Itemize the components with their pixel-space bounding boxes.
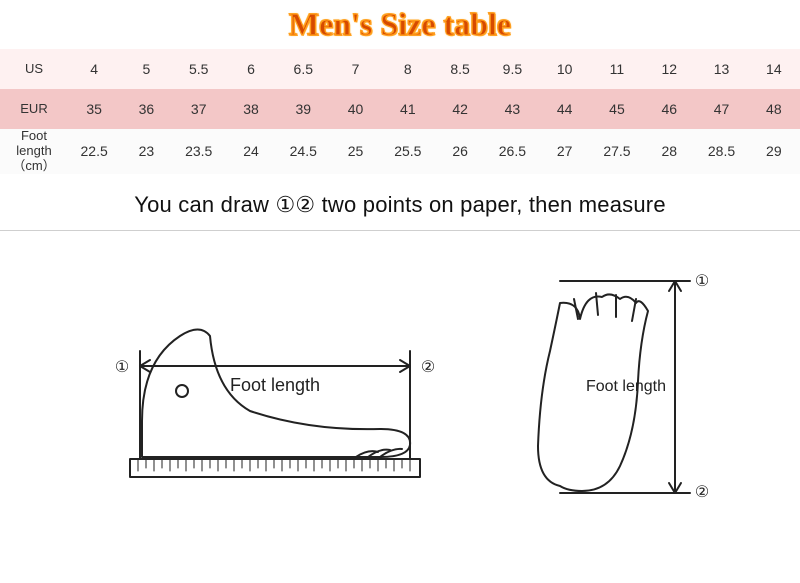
cell: 25: [329, 129, 381, 174]
cell: 38: [225, 89, 277, 129]
cell: 5.5: [173, 49, 225, 89]
size-table: US 4 5 5.5 6 6.5 7 8 8.5 9.5 10 11 12 13…: [0, 49, 800, 174]
marker-2: ②: [421, 359, 435, 376]
cell: 40: [329, 89, 381, 129]
foot-top-diagram: Foot length ① ②: [490, 241, 720, 511]
cell: 27.5: [591, 129, 643, 174]
page-title: Men's Size table: [285, 6, 515, 43]
cell: 42: [434, 89, 486, 129]
cell: 11: [591, 49, 643, 89]
table-row: US 4 5 5.5 6 6.5 7 8 8.5 9.5 10 11 12 13…: [0, 49, 800, 89]
cell: 48: [748, 89, 800, 129]
marker-1: ①: [115, 359, 129, 376]
cell: 24: [225, 129, 277, 174]
cell: 28: [643, 129, 695, 174]
cell: 43: [486, 89, 538, 129]
cell: 23.5: [173, 129, 225, 174]
cell: 27: [539, 129, 591, 174]
foot-length-label: Foot length: [230, 375, 320, 395]
cell: 44: [539, 89, 591, 129]
instruction-text: You can draw ①② two points on paper, the…: [0, 174, 800, 231]
cell: 26: [434, 129, 486, 174]
marker-2-top: ②: [695, 484, 709, 501]
cell: 41: [382, 89, 434, 129]
cell: 22.5: [68, 129, 120, 174]
foot-length-label-2: Foot length: [586, 378, 666, 395]
cell: 10: [539, 49, 591, 89]
row-label-eur: EUR: [0, 89, 68, 129]
cell: 36: [120, 89, 172, 129]
cell: 9.5: [486, 49, 538, 89]
cell: 5: [120, 49, 172, 89]
row-label-foot: Foot length （cm）: [0, 129, 68, 174]
cell: 13: [695, 49, 747, 89]
table-row: Foot length （cm） 22.5 23 23.5 24 24.5 25…: [0, 129, 800, 174]
cell: 45: [591, 89, 643, 129]
cell: 8: [382, 49, 434, 89]
marker-1-top: ①: [695, 273, 709, 290]
cell: 37: [173, 89, 225, 129]
cell: 12: [643, 49, 695, 89]
cell: 8.5: [434, 49, 486, 89]
table-row: EUR 35 36 37 38 39 40 41 42 43 44 45 46 …: [0, 89, 800, 129]
foot-side-diagram: Foot length ① ②: [80, 241, 460, 511]
cell: 35: [68, 89, 120, 129]
cell: 6.5: [277, 49, 329, 89]
cell: 7: [329, 49, 381, 89]
cell: 4: [68, 49, 120, 89]
cell: 39: [277, 89, 329, 129]
diagram-row: Foot length ① ② Foot length ① ②: [0, 235, 800, 511]
cell: 47: [695, 89, 747, 129]
cell: 14: [748, 49, 800, 89]
row-label-us: US: [0, 49, 68, 89]
cell: 46: [643, 89, 695, 129]
cell: 29: [748, 129, 800, 174]
cell: 24.5: [277, 129, 329, 174]
cell: 26.5: [486, 129, 538, 174]
cell: 23: [120, 129, 172, 174]
cell: 25.5: [382, 129, 434, 174]
cell: 6: [225, 49, 277, 89]
cell: 28.5: [695, 129, 747, 174]
